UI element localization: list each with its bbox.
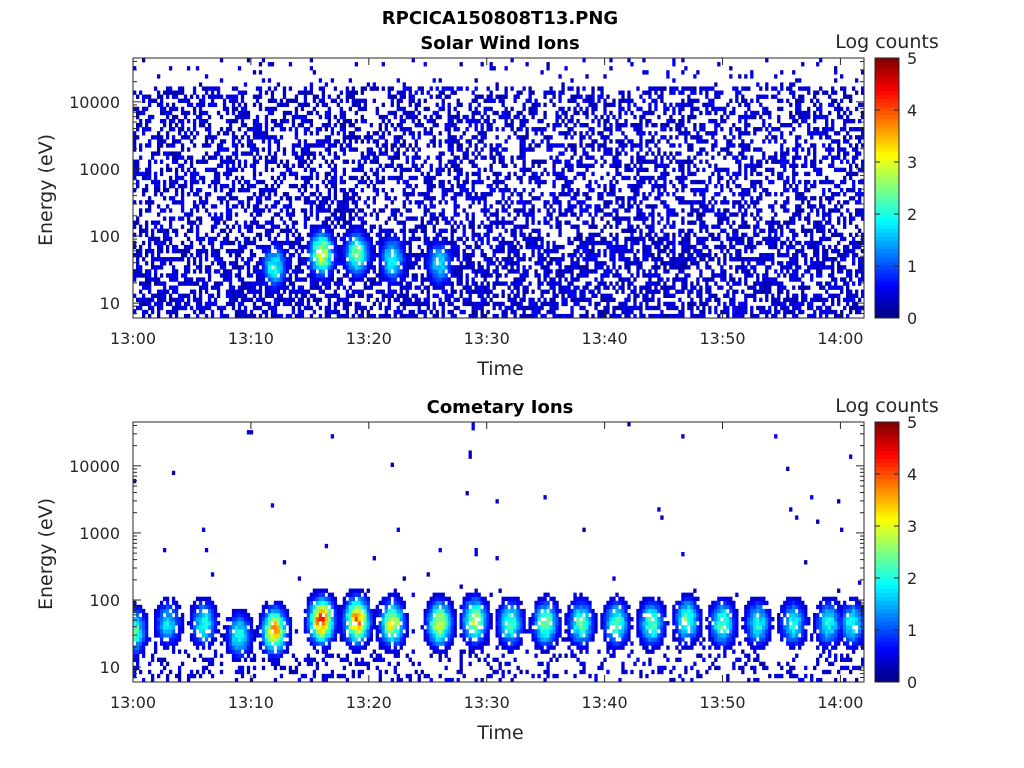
y-tick-label: 10000 bbox=[69, 457, 120, 476]
plot-frame-solar-wind bbox=[132, 57, 865, 319]
y-tick-label: 10 bbox=[100, 658, 120, 677]
y-tick-label: 100 bbox=[89, 591, 120, 610]
colorbar-label-solar-wind: Log counts bbox=[835, 31, 938, 53]
y-axis-label-solar-wind: Energy (eV) bbox=[35, 134, 57, 246]
colorbar-tick-label: 2 bbox=[907, 205, 917, 224]
colorbar-tick-label: 1 bbox=[907, 621, 917, 640]
colorbar-tick-label: 4 bbox=[907, 101, 917, 120]
colorbar-tick-label: 5 bbox=[907, 413, 917, 432]
colorbar-tick-label: 4 bbox=[907, 465, 917, 484]
colorbar-cometary: 0 1 2 3 4 5 bbox=[874, 413, 917, 692]
colorbar-label-cometary: Log counts bbox=[835, 395, 938, 417]
x-tick-label: 13:20 bbox=[346, 329, 392, 348]
y-tick-label: 10000 bbox=[69, 93, 120, 112]
figure-title: RPCICA150808T13.PNG bbox=[382, 8, 618, 29]
panel-title-solar-wind: Solar Wind Ions bbox=[420, 33, 579, 54]
colorbar-tick-label: 1 bbox=[907, 257, 917, 276]
x-axis-label-solar-wind: Time bbox=[476, 358, 524, 380]
x-tick-label: 14:00 bbox=[817, 693, 863, 712]
colorbar-solar-wind: 0 1 2 3 4 5 bbox=[874, 49, 917, 328]
x-tick-label: 13:30 bbox=[464, 693, 510, 712]
colorbar-tick-label: 3 bbox=[907, 517, 917, 536]
colorbar-tick-label: 0 bbox=[907, 309, 917, 328]
x-axis-label-cometary: Time bbox=[476, 722, 524, 744]
colorbar-tick-label: 3 bbox=[907, 153, 917, 172]
axes-solar-wind: 13:00 13:10 13:20 13:30 13:40 13:50 14:00 10 100… bbox=[69, 58, 864, 348]
x-tick-label: 13:50 bbox=[699, 329, 745, 348]
x-tick-label: 13:10 bbox=[228, 693, 274, 712]
x-tick-label: 13:10 bbox=[228, 329, 274, 348]
spectrogram-cometary bbox=[133, 422, 865, 683]
x-tick-label: 13:50 bbox=[699, 693, 745, 712]
x-tick-label: 13:30 bbox=[464, 329, 510, 348]
y-tick-label: 1000 bbox=[79, 160, 120, 179]
y-tick-label: 10 bbox=[100, 294, 120, 313]
plot-frame-cometary bbox=[132, 421, 865, 683]
x-tick-label: 13:00 bbox=[110, 329, 156, 348]
x-tick-label: 13:00 bbox=[110, 693, 156, 712]
x-tick-label: 14:00 bbox=[817, 329, 863, 348]
y-tick-label: 100 bbox=[89, 227, 120, 246]
panel-title-cometary: Cometary Ions bbox=[427, 397, 574, 418]
y-tick-label: 1000 bbox=[79, 524, 120, 543]
colorbar-tick-label: 2 bbox=[907, 569, 917, 588]
colorbar-tick-label: 0 bbox=[907, 673, 917, 692]
x-tick-label: 13:40 bbox=[582, 329, 628, 348]
axes-cometary: 13:00 13:10 13:20 13:30 13:40 13:50 14:00 10 100… bbox=[69, 422, 864, 712]
panel-cometary: 13:00 13:10 13:20 13:30 13:40 13:50 14:0010100… bbox=[35, 395, 939, 744]
x-tick-label: 13:40 bbox=[582, 693, 628, 712]
spectrogram-solar-wind bbox=[133, 58, 865, 319]
colorbar-tick-label: 5 bbox=[907, 49, 917, 68]
y-axis-label-cometary: Energy (eV) bbox=[35, 498, 57, 610]
panel-solar-wind: 13:00 13:10 13:20 13:30 13:40 13:50 14:0010100… bbox=[35, 31, 939, 380]
x-tick-label: 13:20 bbox=[346, 693, 392, 712]
